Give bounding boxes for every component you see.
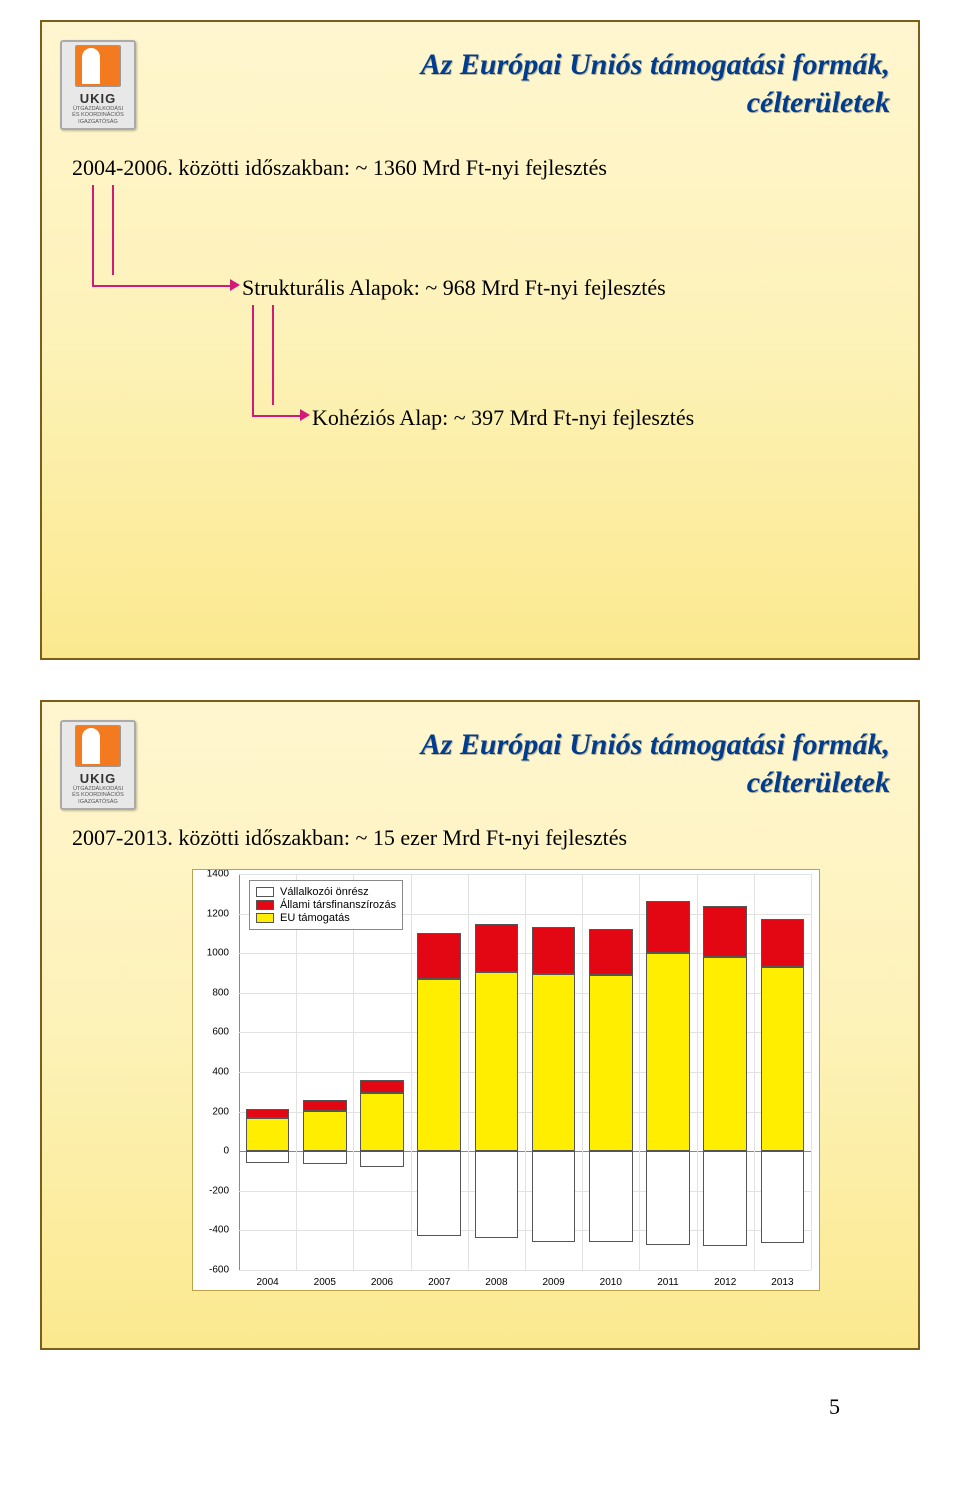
bar-seg-vallalkozoi — [303, 1151, 346, 1164]
bar-seg-allami — [703, 906, 746, 957]
y-tick-label: 400 — [212, 1067, 229, 1078]
bar-column — [525, 874, 582, 1270]
bar-column — [411, 874, 468, 1270]
bar-seg-vallalkozoi — [703, 1151, 746, 1246]
y-tick-label: 200 — [212, 1106, 229, 1117]
bar-seg-allami — [589, 929, 632, 975]
bar-seg-eu — [703, 957, 746, 1151]
slide-2: UKIG ÚTGAZDÁLKODÁSI ÉS KOORDINÁCIÓS IGAZ… — [40, 700, 920, 1350]
logo-subtext-2: ÚTGAZDÁLKODÁSI ÉS KOORDINÁCIÓS IGAZGATÓS… — [72, 786, 124, 804]
legend-swatch — [256, 887, 274, 897]
legend-row: Vállalkozói önrész — [256, 886, 396, 898]
x-tick-label: 2010 — [600, 1277, 622, 1288]
x-tick-label: 2005 — [314, 1277, 336, 1288]
bar-seg-vallalkozoi — [246, 1151, 289, 1163]
bar-seg-allami — [761, 919, 804, 968]
bar-seg-allami — [303, 1100, 346, 1110]
x-tick-label: 2011 — [657, 1277, 679, 1288]
bar-seg-allami — [646, 901, 689, 953]
chart-legend: Vállalkozói önrészÁllami társfinanszíroz… — [249, 880, 403, 930]
bar-seg-eu — [475, 972, 518, 1151]
legend-row: EU támogatás — [256, 912, 396, 924]
bar-seg-vallalkozoi — [761, 1151, 804, 1243]
x-tick-label: 2006 — [371, 1277, 393, 1288]
bar-column — [582, 874, 639, 1270]
bar-seg-eu — [417, 979, 460, 1151]
bar-seg-allami — [475, 924, 518, 972]
logo-mark — [75, 45, 121, 87]
ukig-logo: UKIG ÚTGAZDÁLKODÁSI ÉS KOORDINÁCIÓS IGAZ… — [60, 40, 136, 130]
slide1-line2: Strukturális Alapok: ~ 968 Mrd Ft-nyi fe… — [242, 275, 666, 301]
x-tick-label: 2009 — [542, 1277, 564, 1288]
y-axis-labels: -600-400-2000200400600800100012001400 — [193, 874, 233, 1270]
bar-column — [239, 874, 296, 1270]
legend-label: Állami társfinanszírozás — [280, 899, 396, 911]
x-tick-label: 2007 — [428, 1277, 450, 1288]
y-tick-label: 0 — [223, 1146, 229, 1157]
y-tick-label: 1000 — [207, 948, 229, 959]
bar-seg-vallalkozoi — [589, 1151, 632, 1242]
x-tick-label: 2013 — [771, 1277, 793, 1288]
bar-seg-allami — [360, 1080, 403, 1093]
bar-seg-eu — [246, 1118, 289, 1152]
legend-row: Állami társfinanszírozás — [256, 899, 396, 911]
bar-seg-allami — [532, 927, 575, 974]
y-tick-label: 1400 — [207, 869, 229, 880]
slide2-subtitle: 2007-2013. közötti időszakban: ~ 15 ezer… — [72, 825, 890, 851]
y-tick-label: 1200 — [207, 908, 229, 919]
x-axis-labels: 2004 2005 2006 2007 2008 2009 2010 2011 2012 2013 — [239, 1272, 811, 1288]
y-tick-label: -200 — [209, 1185, 229, 1196]
v-grid-line — [811, 874, 812, 1270]
legend-label: Vállalkozói önrész — [280, 886, 369, 898]
bar-seg-eu — [589, 975, 632, 1151]
bar-seg-allami — [417, 933, 460, 979]
bar-column — [468, 874, 525, 1270]
connector-1-inner — [112, 185, 234, 275]
x-tick-label: 2008 — [485, 1277, 507, 1288]
y-tick-label: 600 — [212, 1027, 229, 1038]
bar-seg-vallalkozoi — [360, 1151, 403, 1167]
grid-line — [239, 1270, 811, 1271]
logo-abbr: UKIG — [80, 91, 117, 106]
y-tick-label: -600 — [209, 1265, 229, 1276]
slide1-line3: Kohéziós Alap: ~ 397 Mrd Ft-nyi fejleszt… — [312, 405, 694, 431]
legend-swatch — [256, 900, 274, 910]
arrow-2-outer — [300, 409, 310, 421]
bar-seg-allami — [246, 1109, 289, 1118]
y-tick-label: -400 — [209, 1225, 229, 1236]
bar-seg-eu — [532, 974, 575, 1151]
arrow-1-outer — [230, 279, 240, 291]
slide1-title: Az Európai Uniós támogatási formák, célt… — [132, 46, 890, 121]
plot-area — [239, 874, 811, 1270]
bar-seg-vallalkozoi — [417, 1151, 460, 1236]
logo-mark-2 — [75, 725, 121, 767]
x-tick-label: 2012 — [714, 1277, 736, 1288]
connector-2-inner — [272, 305, 304, 405]
bar-column — [296, 874, 353, 1270]
logo-subtext: ÚTGAZDÁLKODÁSI ÉS KOORDINÁCIÓS IGAZGATÓS… — [72, 106, 124, 124]
y-tick-label: 800 — [212, 987, 229, 998]
bar-seg-eu — [303, 1111, 346, 1152]
bar-column — [353, 874, 410, 1270]
legend-swatch — [256, 913, 274, 923]
slide1-line1: 2004-2006. közötti időszakban: ~ 1360 Mr… — [72, 155, 607, 181]
legend-label: EU támogatás — [280, 912, 350, 924]
bar-seg-vallalkozoi — [532, 1151, 575, 1242]
x-tick-label: 2004 — [256, 1277, 278, 1288]
slide-1: UKIG ÚTGAZDÁLKODÁSI ÉS KOORDINÁCIÓS IGAZ… — [40, 20, 920, 660]
slide2-title: Az Európai Uniós támogatási formák, célt… — [132, 726, 890, 801]
bar-seg-vallalkozoi — [646, 1151, 689, 1245]
ukig-logo-2: UKIG ÚTGAZDÁLKODÁSI ÉS KOORDINÁCIÓS IGAZ… — [60, 720, 136, 810]
bar-chart: -600 -400 -200 0 200 400 600 800 1000 1200 1400 20… — [192, 869, 820, 1291]
logo-abbr-2: UKIG — [80, 771, 117, 786]
bar-column — [754, 874, 811, 1270]
bar-seg-eu — [646, 953, 689, 1151]
bar-column — [639, 874, 696, 1270]
bar-seg-eu — [761, 967, 804, 1151]
bar-seg-vallalkozoi — [475, 1151, 518, 1238]
bar-seg-eu — [360, 1093, 403, 1151]
bar-column — [697, 874, 754, 1270]
page-number: 5 — [0, 1394, 840, 1420]
